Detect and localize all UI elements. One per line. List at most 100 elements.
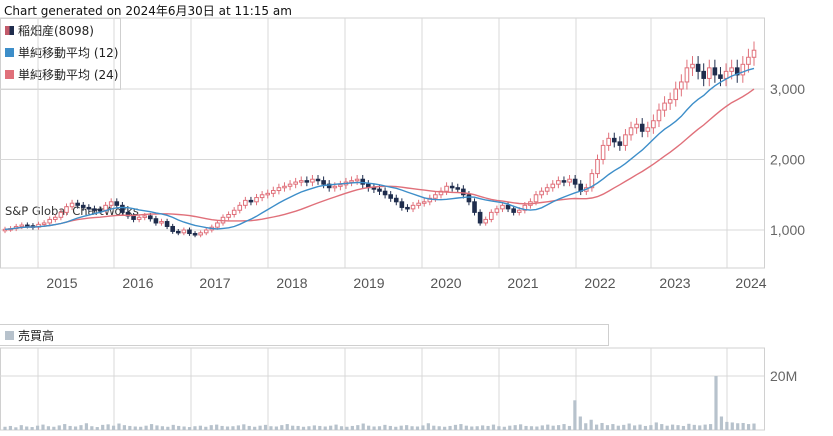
x-tick-label: 2017 xyxy=(199,275,230,291)
volume-bar xyxy=(562,424,566,430)
candle-body xyxy=(734,67,740,76)
volume-bar xyxy=(52,426,56,430)
volume-bar xyxy=(253,426,257,430)
volume-bar xyxy=(405,425,409,430)
candle-body xyxy=(371,187,377,190)
volume-bar xyxy=(73,426,78,430)
candle-body xyxy=(142,215,148,218)
candle-body xyxy=(511,208,516,213)
candle-body xyxy=(293,181,298,185)
volume-bar xyxy=(350,425,354,430)
volume-bar xyxy=(291,425,295,430)
volume-bar xyxy=(453,424,458,430)
volume-bar xyxy=(247,425,251,430)
volume-bar xyxy=(68,425,72,430)
volume-bar xyxy=(160,426,164,430)
candle-body xyxy=(175,230,181,234)
volume-bar xyxy=(643,425,648,430)
volume-bar xyxy=(470,426,474,430)
candle-body xyxy=(416,202,421,206)
volume-bar xyxy=(345,426,349,430)
volume-bar xyxy=(692,424,696,430)
volume-bar xyxy=(616,425,620,430)
volume-bar xyxy=(475,426,479,430)
candle-body xyxy=(114,201,120,206)
volume-bar xyxy=(301,426,306,430)
volume-bar xyxy=(25,426,29,430)
volume-bar xyxy=(573,400,577,430)
volume-bar xyxy=(144,425,148,430)
volume-bar xyxy=(367,425,371,430)
candle-body xyxy=(567,178,572,183)
volume-bar xyxy=(665,425,669,430)
candle-body xyxy=(58,211,64,218)
x-tick-label: 2023 xyxy=(659,275,690,291)
volume-bar xyxy=(567,425,572,430)
volume-bar xyxy=(557,425,561,430)
volume-bar xyxy=(410,426,414,430)
candle-body xyxy=(259,194,265,199)
volume-bar xyxy=(524,425,528,430)
volume-bar xyxy=(676,425,680,430)
volume-bar xyxy=(459,424,463,430)
volume-bar xyxy=(600,422,604,430)
volume-bar xyxy=(611,424,615,430)
volume-bar xyxy=(46,426,51,430)
volume-bar xyxy=(394,426,398,430)
volume-bar xyxy=(584,423,588,430)
x-tick-label: 2024 xyxy=(735,275,766,291)
volume-bar xyxy=(155,425,159,430)
candle-body xyxy=(455,187,461,190)
candle-body xyxy=(215,222,220,228)
volume-bar xyxy=(589,419,593,430)
legend-item-sma24: 単純移動平均 (24) xyxy=(0,63,120,85)
volume-bar xyxy=(236,425,240,430)
volume-bar xyxy=(752,423,756,430)
volume-bar xyxy=(361,423,365,430)
volume-bar xyxy=(714,376,718,430)
volume-bar xyxy=(681,425,686,430)
candle-body xyxy=(589,173,595,189)
volume-bar xyxy=(215,424,219,430)
volume-bar xyxy=(654,422,658,430)
volume-bar xyxy=(383,424,387,430)
candle-body xyxy=(97,209,103,212)
price-panel-frame xyxy=(0,17,765,269)
candle-body xyxy=(623,134,628,146)
legend-item-sma12: 単純移動平均 (12) xyxy=(0,41,120,63)
candle-body xyxy=(243,199,248,206)
legend-item-price: 稲畑産(8098) xyxy=(0,19,120,41)
candle-body xyxy=(187,229,192,235)
candle-body xyxy=(354,178,360,182)
candle-body xyxy=(421,201,427,204)
x-tick-label: 2021 xyxy=(507,275,538,291)
volume-bar xyxy=(448,425,452,430)
volume-bar xyxy=(356,425,360,430)
volume-bar xyxy=(285,424,289,430)
legend-label-price: 稲畑産(8098) xyxy=(18,23,94,38)
candle-body xyxy=(740,63,746,76)
candle-body xyxy=(461,188,466,196)
volume-bar xyxy=(703,424,707,430)
candle-body xyxy=(382,190,388,196)
volume-bar xyxy=(670,424,675,430)
candle-body xyxy=(639,123,645,132)
volume-bar xyxy=(595,424,599,430)
volume-bar xyxy=(225,426,230,430)
volume-bar xyxy=(242,424,246,430)
volume-bar xyxy=(578,416,582,430)
volume-bar xyxy=(736,423,740,430)
candle-body xyxy=(298,180,304,183)
candle-body xyxy=(723,70,729,79)
candle-body xyxy=(349,180,354,183)
candle-body xyxy=(572,178,578,185)
candle-body xyxy=(19,224,25,228)
candle-body xyxy=(611,137,617,143)
candle-body xyxy=(673,88,679,101)
candle-body xyxy=(226,213,231,218)
volume-bar xyxy=(421,425,425,430)
volume-bar xyxy=(3,426,7,430)
volume-bar xyxy=(323,426,327,430)
volume-bar xyxy=(708,424,713,430)
volume-bar xyxy=(122,425,127,430)
